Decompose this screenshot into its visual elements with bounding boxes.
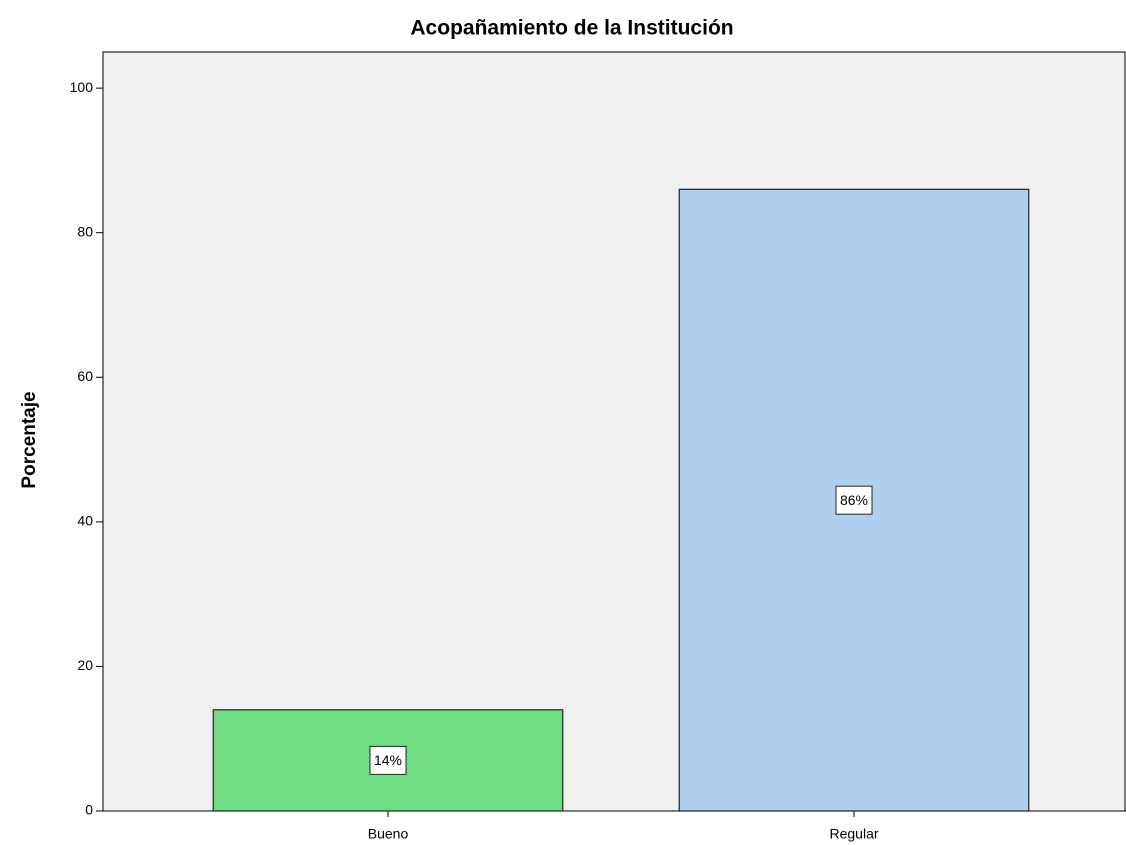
y-tick-label: 80 [77,223,93,239]
y-axis-label: Porcentaje [19,391,40,488]
y-tick-label: 20 [77,657,93,673]
value-label: 14% [374,752,402,768]
x-tick-label: Bueno [368,826,409,842]
y-tick-label: 60 [77,368,93,384]
value-label-box [369,745,407,775]
chart-title: Acopañamiento de la Institución [410,17,733,40]
value-label-box [835,485,873,515]
x-tick-label: Regular [829,826,878,842]
y-tick-label: 100 [70,79,94,95]
y-tick-label: 40 [77,513,93,529]
value-label: 86% [840,492,868,508]
y-tick-label: 0 [85,802,93,818]
